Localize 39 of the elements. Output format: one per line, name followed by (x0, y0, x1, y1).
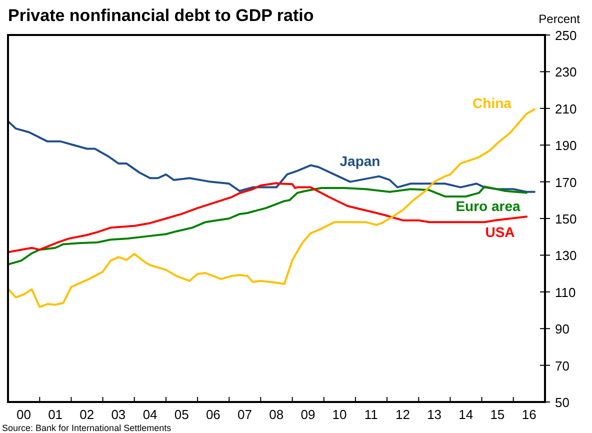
x-tick-label: 03 (111, 407, 126, 422)
series-label: Japan (340, 153, 380, 169)
y-tick-label: 230 (555, 64, 577, 80)
y-tick-label: 150 (555, 212, 577, 226)
x-tick-label: 08 (269, 407, 284, 422)
source-note: Source: Bank for International Settlements (2, 423, 172, 433)
x-tick-label: 06 (206, 407, 220, 422)
x-tick-label: 11 (364, 407, 378, 422)
x-tick-label: 09 (300, 407, 316, 422)
chart-title: Private nonfinancial debt to GDP ratio (8, 6, 314, 25)
x-tick-label: 16 (522, 407, 536, 422)
y-tick-label: 190 (555, 138, 577, 154)
series-label: China (472, 95, 512, 111)
line-series (8, 108, 536, 308)
y-tick-label: 210 (555, 101, 577, 116)
y-tick-label: 50 (555, 395, 570, 410)
x-tick-label: 14 (458, 407, 474, 422)
x-tick-label: 13 (427, 407, 442, 422)
x-tick-label: 00 (16, 407, 31, 422)
line-series (8, 182, 528, 254)
line-series (8, 120, 536, 193)
x-tick-label: 04 (142, 407, 158, 422)
line-series (8, 186, 528, 266)
x-tick-label: 12 (396, 407, 410, 422)
y-axis-title: Percent (538, 12, 581, 26)
series-label: Euro area (456, 198, 521, 214)
series-label: USA (485, 224, 515, 240)
y-tick-label: 130 (555, 248, 577, 264)
y-tick-label: 70 (555, 358, 570, 374)
y-tick-label: 90 (555, 322, 570, 337)
x-tick-label: 05 (174, 407, 189, 422)
y-tick-label: 250 (555, 28, 577, 43)
x-tick-label: 07 (238, 407, 252, 422)
x-tick-label: 10 (332, 407, 347, 422)
x-tick-label: 01 (48, 407, 63, 422)
y-tick-label: 170 (555, 174, 577, 190)
x-tick-label: 02 (80, 407, 94, 422)
y-tick-label: 110 (555, 284, 576, 300)
x-tick-label: 15 (490, 407, 505, 422)
